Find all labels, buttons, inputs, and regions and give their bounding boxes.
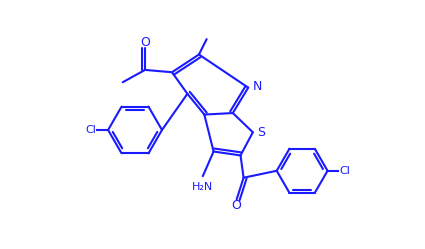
Text: N: N [253, 80, 262, 93]
Text: Cl: Cl [86, 125, 96, 135]
Text: S: S [258, 126, 266, 139]
Text: O: O [140, 36, 150, 49]
Text: Cl: Cl [339, 166, 350, 176]
Text: O: O [232, 199, 242, 212]
Text: H₂N: H₂N [192, 182, 213, 192]
